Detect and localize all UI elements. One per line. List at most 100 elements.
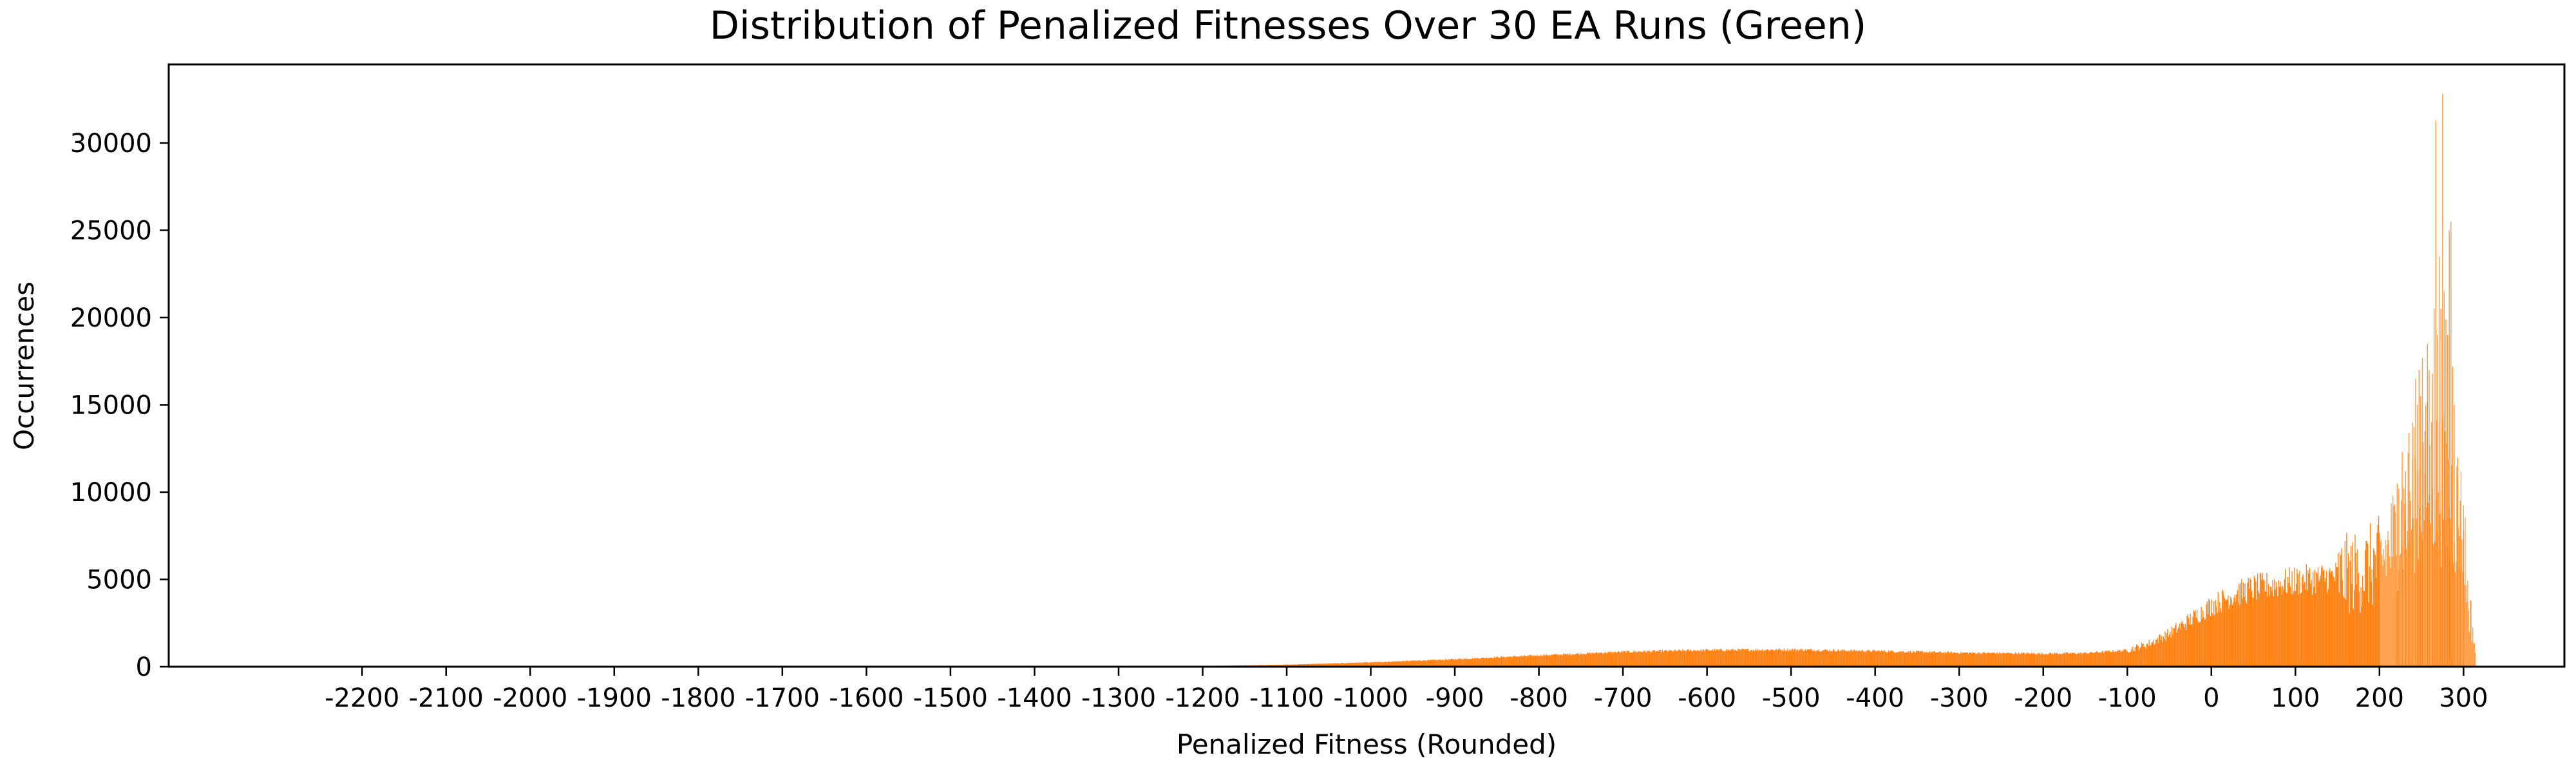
histogram-bar	[2168, 634, 2170, 667]
histogram-bar	[2369, 522, 2371, 667]
histogram-bar	[1689, 651, 1690, 667]
histogram-bar	[1883, 651, 1884, 667]
histogram-bar	[2252, 596, 2253, 667]
histogram-bar	[2263, 579, 2264, 667]
histogram-bar	[1993, 653, 1994, 667]
histogram-bar	[1844, 651, 1846, 667]
histogram-bar	[1356, 662, 1358, 667]
histogram-bar	[1804, 649, 1806, 667]
histogram-bar	[1319, 663, 1320, 667]
histogram-peak-bar	[2398, 488, 2400, 667]
histogram-bar	[1736, 651, 1738, 667]
histogram-bar	[1457, 658, 1459, 667]
histogram-bar	[1810, 649, 1811, 667]
histogram-bar	[1604, 653, 1605, 667]
x-tick-label: -1500	[913, 683, 988, 713]
histogram-bar	[1985, 653, 1987, 667]
histogram-bar	[1707, 649, 1709, 667]
histogram-bar	[2110, 651, 2111, 667]
histogram-bar	[1331, 663, 1332, 667]
histogram-bar	[1608, 651, 1609, 667]
histogram-bar	[1333, 663, 1334, 667]
histogram-bar	[1716, 649, 1718, 667]
histogram-bar	[1477, 658, 1478, 667]
histogram-bar	[1681, 651, 1683, 667]
histogram-bar	[2206, 601, 2208, 667]
histogram-bar	[1814, 651, 1815, 667]
histogram-bar	[2327, 589, 2329, 667]
x-tick-label: -2200	[325, 683, 399, 713]
histogram-bar	[2474, 643, 2475, 667]
histogram-bar	[1323, 663, 1325, 667]
histogram-bar	[1926, 651, 1927, 667]
histogram-bar	[1826, 649, 1828, 667]
histogram-bar	[1444, 660, 1446, 667]
histogram-bar	[1464, 658, 1466, 667]
histogram-bar	[2275, 581, 2277, 667]
histogram-bar	[2043, 654, 2045, 667]
histogram-bar	[1730, 650, 1731, 667]
histogram-bar	[2051, 654, 2052, 667]
histogram-bar	[1613, 653, 1615, 667]
histogram-bar	[1914, 652, 1915, 667]
histogram-bar	[2177, 629, 2179, 667]
histogram-bar	[2052, 654, 2054, 667]
x-tick-label: -400	[1846, 683, 1904, 713]
histogram-bar	[1654, 650, 1656, 667]
histogram-bar	[1387, 662, 1388, 667]
histogram-bar	[1839, 651, 1841, 667]
histogram-bar	[1699, 651, 1700, 667]
histogram-bar	[1754, 651, 1756, 667]
histogram-bar	[1892, 651, 1893, 667]
histogram-bar	[1517, 656, 1519, 667]
histogram-bar	[1893, 651, 1895, 667]
histogram-bar	[1803, 651, 1804, 667]
histogram-bar	[1655, 652, 1656, 667]
histogram-bar	[1495, 657, 1497, 667]
histogram-bar	[1465, 658, 1466, 667]
histogram-bar	[2250, 579, 2251, 667]
histogram-bar	[1361, 663, 1362, 667]
histogram-bar	[2184, 624, 2186, 667]
histogram-bar	[2313, 587, 2315, 667]
histogram-bar	[1868, 650, 1869, 667]
histogram-bar	[1525, 656, 1526, 667]
histogram-bar	[2363, 591, 2365, 667]
histogram-bar	[1963, 653, 1964, 667]
histogram-bar	[1944, 653, 1946, 667]
histogram-bar	[1846, 651, 1847, 667]
histogram-bar	[2414, 573, 2416, 667]
histogram-bar	[2376, 533, 2378, 667]
histogram-bar	[2271, 591, 2273, 667]
histogram-bar	[2157, 643, 2159, 667]
histogram-bar	[1477, 658, 1479, 667]
histogram-bar	[2146, 643, 2148, 667]
histogram-bar	[2220, 608, 2221, 667]
histogram-bar	[1473, 658, 1475, 667]
histogram-bar	[1660, 650, 1662, 667]
histogram-bar	[1343, 663, 1345, 667]
histogram-bar	[1435, 660, 1437, 667]
histogram-bar	[1275, 664, 1276, 667]
histogram-bar	[1545, 655, 1546, 667]
histogram-bar	[2356, 584, 2358, 667]
histogram-bar	[2194, 611, 2195, 667]
histogram-bar	[1582, 654, 1584, 667]
histogram-bar	[1634, 652, 1636, 667]
histogram-bar	[1908, 651, 1909, 667]
histogram-bar	[2208, 598, 2210, 667]
histogram-bar	[1392, 661, 1394, 667]
histogram-bar	[2379, 532, 2380, 667]
bars-layer	[1160, 94, 2476, 667]
histogram-bar	[1410, 660, 1412, 667]
histogram-bar	[1287, 664, 1288, 667]
histogram-bar	[2374, 555, 2376, 667]
histogram-bar	[2368, 602, 2369, 667]
histogram-bar	[1656, 651, 1658, 667]
histogram-bar	[2068, 653, 2069, 667]
histogram-bar	[1889, 651, 1891, 667]
histogram-bar	[2071, 653, 2072, 667]
histogram-bar	[2164, 631, 2166, 667]
histogram-bar	[2020, 654, 2022, 667]
histogram-bar	[1966, 652, 1967, 667]
